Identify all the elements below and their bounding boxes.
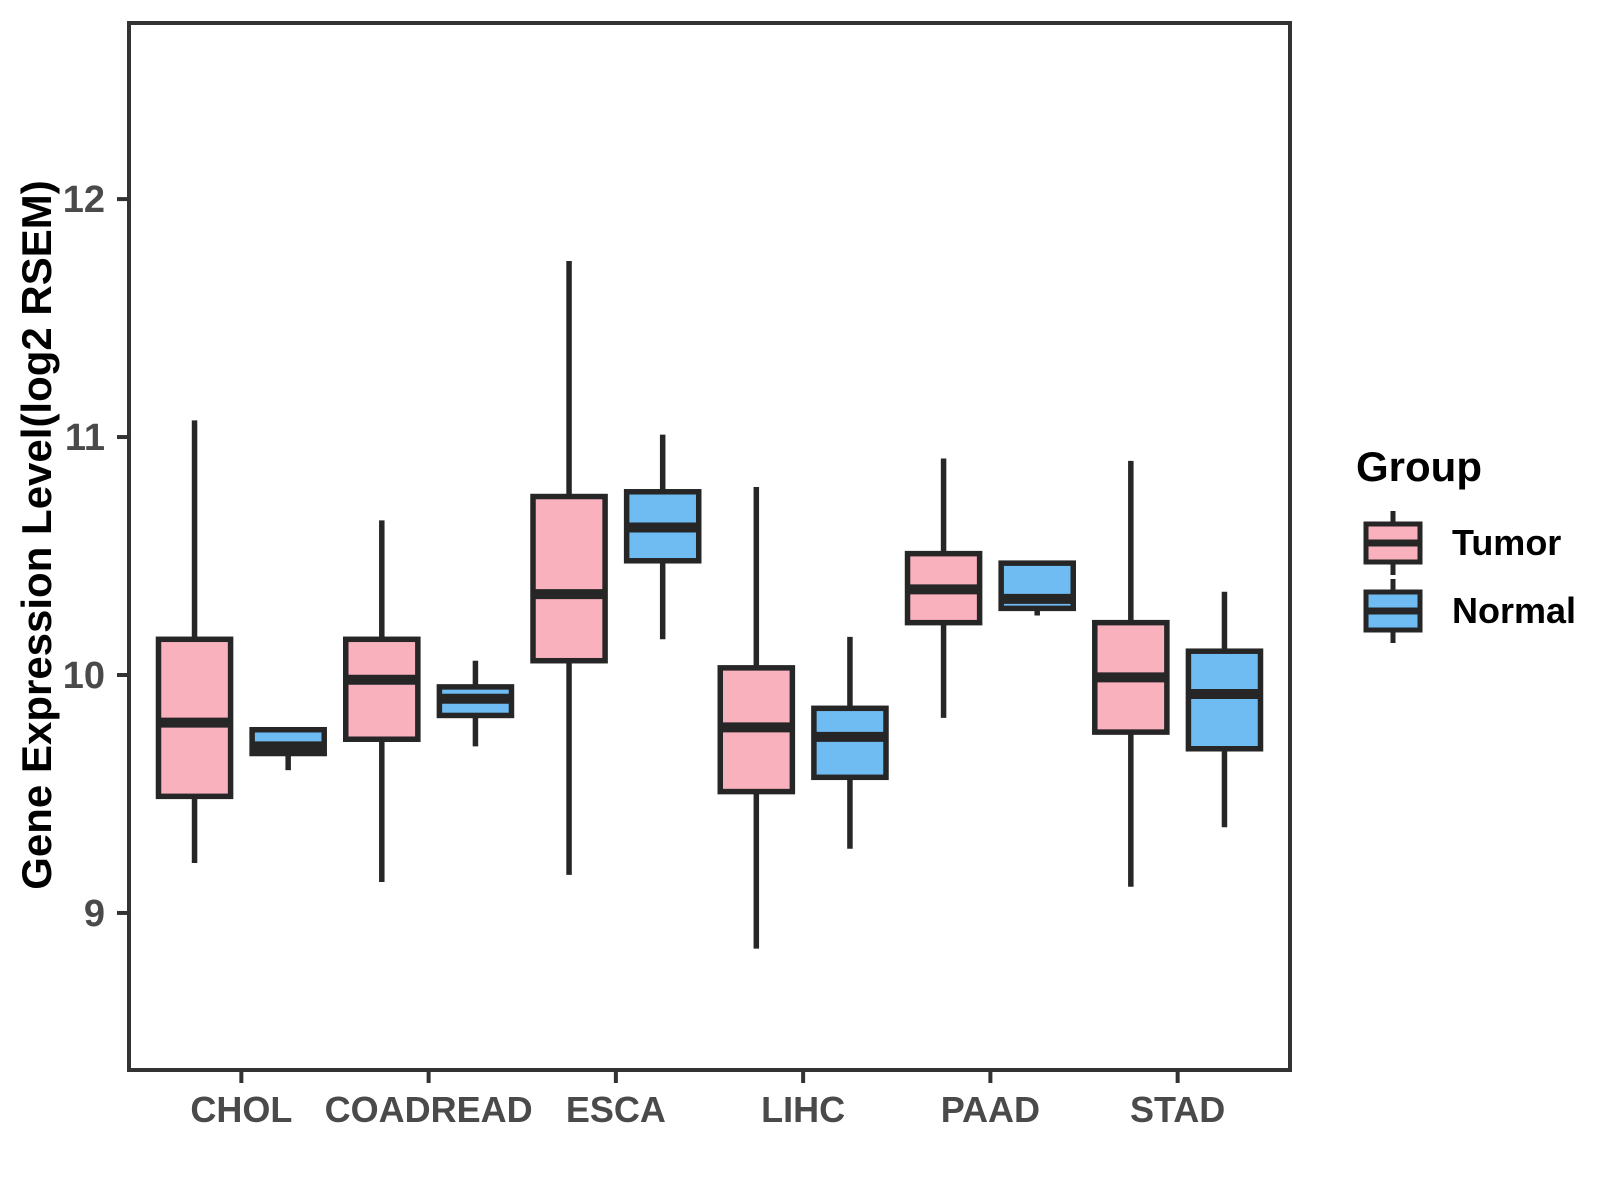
- iqr-box: [530, 493, 608, 664]
- y-tick-label-9: 9: [84, 893, 105, 935]
- box-STAD-Tumor: [1092, 460, 1170, 887]
- tumor-boxplot-key-icon: [1363, 511, 1423, 575]
- box-CHOL-Normal: [249, 726, 327, 771]
- box-PAAD-Tumor: [904, 458, 983, 718]
- legend-label-normal: Normal: [1452, 590, 1577, 631]
- legend-entry-normal: Normal: [1332, 577, 1592, 645]
- y-tick-label-10: 10: [63, 655, 105, 697]
- x-tick-label-STAD: STAD: [1130, 1089, 1225, 1130]
- legend-title: Group: [1356, 443, 1482, 490]
- x-tick-label-ESCA: ESCA: [566, 1089, 666, 1130]
- box-ESCA-Tumor: [530, 260, 608, 875]
- legend-label-tumor: Tumor: [1452, 522, 1562, 563]
- iqr-box: [343, 636, 421, 742]
- x-tick-label-COADREAD: COADREAD: [325, 1089, 533, 1130]
- legend: Group Tumor Normal: [1332, 443, 1592, 645]
- y-axis-title: Gene Expression Level(log2 RSEM): [13, 180, 60, 890]
- iqr-box: [811, 705, 889, 781]
- box-LIHC-Normal: [811, 636, 889, 849]
- y-tick-label-11: 11: [65, 417, 105, 459]
- y-tick-label-12: 12: [63, 179, 105, 221]
- box-CHOL-Tumor: [155, 420, 234, 863]
- x-tick-label-CHOL: CHOL: [190, 1089, 292, 1130]
- box-LIHC-Tumor: [717, 487, 796, 949]
- iqr-box: [1185, 648, 1264, 752]
- box-COADREAD-Tumor: [343, 520, 421, 883]
- x-tick-label-PAAD: PAAD: [941, 1089, 1040, 1130]
- normal-boxplot-key-icon: [1363, 579, 1423, 643]
- box-STAD-Normal: [1185, 591, 1264, 828]
- box-COADREAD-Normal: [436, 660, 515, 747]
- box-ESCA-Normal: [623, 434, 702, 640]
- x-tick-label-LIHC: LIHC: [761, 1089, 845, 1130]
- legend-entry-tumor: Tumor: [1332, 509, 1592, 577]
- plot-panel: [127, 21, 1292, 1072]
- box-PAAD-Normal: [998, 560, 1076, 616]
